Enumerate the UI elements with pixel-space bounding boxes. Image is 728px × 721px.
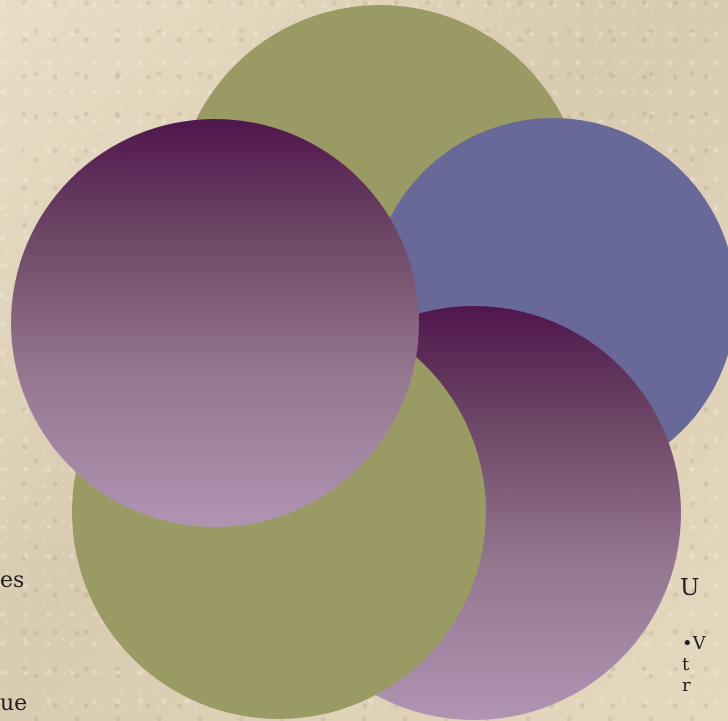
right-list-line-2: t bbox=[682, 654, 690, 675]
right-heading-fragment: U bbox=[680, 575, 700, 601]
left-text-fragment-1: es bbox=[0, 568, 25, 593]
left-text-fragment-2: ue bbox=[0, 691, 28, 716]
right-list-line-3: r bbox=[682, 675, 691, 696]
right-text-list: •V t r bbox=[682, 633, 728, 696]
circle-left-plum bbox=[11, 119, 419, 527]
right-list-line-1: •V bbox=[682, 633, 706, 654]
